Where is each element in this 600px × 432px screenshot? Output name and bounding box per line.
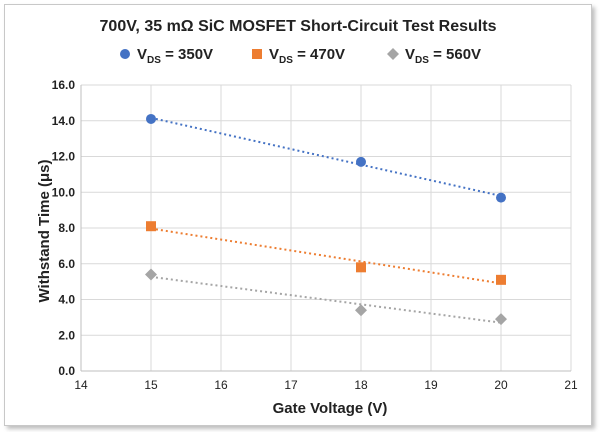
data-point (495, 313, 507, 326)
gridlines (80, 84, 572, 372)
data-points (145, 113, 507, 326)
data-point (496, 274, 506, 285)
y-tick-label: 0.0 (58, 364, 75, 378)
trendline (150, 275, 502, 324)
legend-entry: VDS = 560V (387, 46, 481, 66)
legend-marker (120, 49, 130, 59)
legend-label: VDS = 560V (405, 46, 481, 66)
x-tick-label: 21 (564, 378, 578, 392)
trendline (150, 227, 502, 285)
axes (80, 85, 571, 372)
y-tick-label: 14.0 (52, 114, 76, 128)
y-tick-label: 8.0 (58, 221, 75, 235)
data-point (355, 304, 367, 317)
scatter-chart: 700V, 35 mΩ SiC MOSFET Short-Circuit Tes… (36, 18, 578, 417)
y-tick-label: 12.0 (52, 150, 76, 164)
data-point (496, 192, 506, 203)
data-point (146, 113, 156, 124)
data-point (356, 262, 366, 273)
tick-labels: 14 15 16 17 18 19 20 21 0.0 2.0 4.0 6.0 8.0 10.0 12.0 1… (52, 78, 578, 392)
legend-marker (252, 49, 262, 59)
y-axis-label: Withstand Time (μs) (36, 160, 53, 303)
data-point (146, 221, 156, 232)
legend-entry: VDS = 350V (120, 46, 213, 66)
legend-label: VDS = 470V (269, 46, 345, 66)
x-tick-label: 14 (74, 378, 88, 392)
y-tick-label: 10.0 (52, 185, 76, 199)
x-tick-label: 19 (424, 378, 438, 392)
x-tick-label: 20 (494, 378, 508, 392)
x-axis-label: Gate Voltage (V) (273, 400, 388, 417)
x-tick-label: 18 (354, 378, 368, 392)
y-tick-label: 16.0 (52, 78, 76, 92)
legend: VDS = 350V VDS = 470V VDS = 560V (120, 46, 481, 66)
x-tick-label: 16 (214, 378, 228, 392)
data-point (145, 268, 157, 281)
trendlines (150, 116, 502, 324)
y-tick-label: 6.0 (58, 257, 75, 271)
y-tick-label: 4.0 (58, 293, 75, 307)
legend-label: VDS = 350V (137, 46, 213, 66)
x-tick-label: 15 (144, 378, 158, 392)
y-tick-label: 2.0 (58, 328, 75, 342)
legend-entry: VDS = 470V (252, 46, 345, 66)
chart-title: 700V, 35 mΩ SiC MOSFET Short-Circuit Tes… (100, 18, 497, 35)
legend-marker (387, 48, 399, 60)
data-point (356, 156, 366, 167)
chart-frame: 700V, 35 mΩ SiC MOSFET Short-Circuit Tes… (4, 4, 592, 426)
x-tick-label: 17 (284, 378, 298, 392)
